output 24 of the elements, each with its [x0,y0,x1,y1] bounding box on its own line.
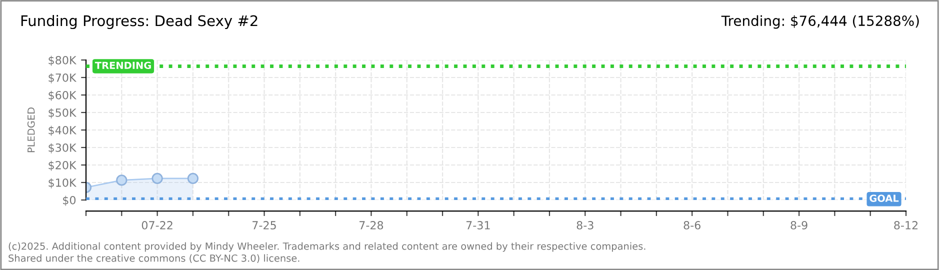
y-tick-label: $60K [48,90,77,101]
x-tick-label: 8-12 [894,221,918,230]
y-tick-label: $30K [48,143,77,154]
y-tick-label: $50K [48,108,77,118]
y-tick-label: $10K [48,178,77,188]
x-tick-label: 07-22 [142,221,172,230]
chart-title: Funding Progress: Dead Sexy #2 [21,14,258,30]
text: Shared under the creative commons (CC BY-NC 3.0) license. [8,254,300,263]
text: Trending: $76,444 (15288%) [721,15,919,29]
text: (c)2025. Additional content provided by Mindy Wheeler. Trademarks and related content are owned by their respective companies. [8,242,646,252]
y-tick-label: $0 [63,196,76,206]
y-tick-label: $70K [48,73,77,84]
x-tick-label: 8-6 [684,221,700,230]
x-tick-label: 7-31 [466,221,490,230]
y-tick-label: $80K [48,56,77,66]
ref-line-label: GOAL [870,194,899,202]
x-tick-label: 7-25 [252,221,276,230]
y-axis-title: PLEDGED [27,108,35,152]
y-tick-label: $20K [48,160,77,171]
x-tick-label: 8-9 [790,221,808,230]
x-tick-label: 8-3 [576,221,594,230]
y-tick-label: $40K [48,126,77,136]
ref-line-label: TRENDING [94,62,151,70]
x-tick-label: 7-28 [360,221,384,230]
